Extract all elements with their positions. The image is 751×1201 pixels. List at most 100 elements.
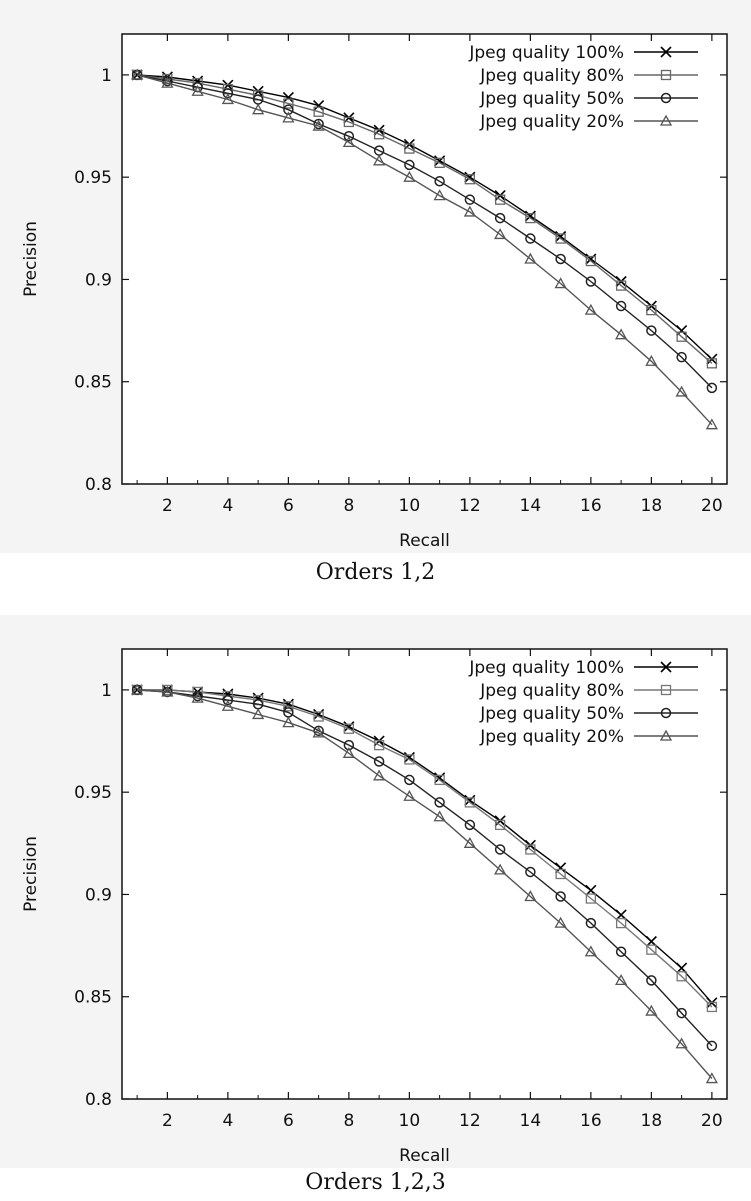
x-tick-label: 18 [641, 496, 663, 516]
data-point [222, 694, 234, 706]
data-point [646, 975, 657, 986]
data-point [343, 131, 355, 142]
data-point [434, 157, 445, 169]
data-point [131, 68, 144, 80]
x-tick-label: 6 [283, 496, 294, 516]
chart-panel-orders-1-2-3: 2 4 6 8 10 12 14 16 18 20 0.8 0.85 0.9 0.95 1 Recall Pre… [0, 615, 751, 1168]
data-point [555, 253, 566, 265]
data-point [342, 746, 355, 758]
chart-caption: Orders 1,2,3 [305, 1170, 446, 1195]
data-point [252, 708, 265, 720]
data-point [283, 98, 294, 109]
data-point [645, 1004, 658, 1016]
legend-label: Jpeg quality 20% [479, 727, 624, 747]
plot-area [121, 648, 728, 1100]
legend-marker [659, 729, 673, 741]
data-point [524, 890, 537, 902]
legend-label: Jpeg quality 100% [468, 43, 624, 63]
data-point [464, 794, 476, 806]
y-tick-label: 0.95 [74, 168, 112, 188]
data-point [525, 866, 536, 878]
x-tick-label: 16 [580, 1111, 602, 1131]
data-point [404, 143, 415, 154]
y-tick-label: 0.9 [85, 885, 112, 905]
data-point [312, 119, 325, 131]
data-point [403, 789, 416, 801]
data-point [464, 171, 476, 183]
data-point [615, 328, 628, 340]
data-point [525, 233, 536, 244]
series-group [131, 69, 718, 394]
data-point [646, 304, 657, 316]
legend-marker [660, 92, 672, 104]
x-tick-label: 12 [459, 1111, 481, 1131]
series-line [136, 74, 713, 426]
x-tick-label: 18 [641, 1111, 663, 1131]
data-point [433, 189, 446, 201]
data-point [131, 683, 144, 695]
chart-caption: Orders 1,2 [315, 560, 436, 585]
data-point [313, 118, 324, 130]
data-point [282, 91, 294, 103]
data-point [494, 212, 506, 224]
y-tick-label: 0.85 [74, 988, 112, 1008]
y-tick-label: 1 [101, 66, 112, 86]
x-tick-label: 20 [701, 496, 723, 516]
data-point [434, 797, 445, 808]
data-point [615, 974, 628, 986]
data-point [525, 212, 536, 224]
data-point [313, 711, 324, 722]
data-point [676, 971, 687, 982]
data-point [524, 252, 537, 264]
data-point [706, 358, 718, 369]
data-point [343, 116, 355, 128]
legend-label: Jpeg quality 20% [479, 112, 624, 132]
data-point [585, 255, 597, 267]
data-point [192, 690, 203, 702]
data-point [555, 233, 566, 244]
data-point [464, 819, 476, 831]
data-point [312, 726, 325, 738]
x-tick-label: 12 [459, 496, 481, 516]
data-point [404, 159, 415, 171]
legend-label: Jpeg quality 50% [479, 89, 624, 109]
x-axis-title: Recall [399, 1146, 450, 1166]
x-tick-label: 2 [162, 496, 173, 516]
data-point [646, 944, 657, 955]
x-axis-title: Recall [399, 531, 450, 551]
data-point [705, 1072, 718, 1084]
data-point [464, 174, 476, 185]
data-point [494, 863, 507, 875]
data-point [555, 868, 566, 880]
x-tick-label: 20 [701, 1111, 723, 1131]
data-point [615, 917, 627, 929]
y-axis-title: Precision [21, 221, 41, 297]
legend: Jpeg quality 100% Jpeg quality 80% Jpeg qu… [468, 43, 698, 132]
x-tick-label: 4 [222, 1111, 233, 1131]
data-point [464, 797, 476, 808]
plot-area [121, 33, 728, 485]
series-group [131, 68, 718, 430]
data-point [313, 106, 324, 117]
series-line [137, 689, 713, 1079]
legend-label: Jpeg quality 80% [479, 66, 624, 86]
data-point [555, 891, 566, 902]
data-point [313, 100, 325, 112]
data-point [463, 836, 476, 848]
data-point [585, 893, 597, 904]
y-tick-label: 1 [101, 681, 112, 701]
chart-svg: 2 4 6 8 10 12 14 16 18 20 0.8 0.85 0.9 0.95 1 Recall Pre… [21, 648, 728, 1166]
data-point [525, 844, 536, 855]
data-point [524, 210, 536, 222]
legend-label: Jpeg quality 80% [479, 681, 624, 701]
x-tick-label: 2 [162, 1111, 173, 1131]
data-point [282, 111, 295, 123]
data-point [404, 774, 415, 786]
data-point [282, 716, 295, 728]
y-tick-label: 0.8 [85, 475, 112, 495]
x-tick-label: 10 [399, 1111, 421, 1131]
x-tick-label: 14 [520, 496, 542, 516]
data-point [373, 739, 385, 751]
y-tick-label: 0.95 [74, 783, 112, 803]
data-point [494, 844, 506, 855]
